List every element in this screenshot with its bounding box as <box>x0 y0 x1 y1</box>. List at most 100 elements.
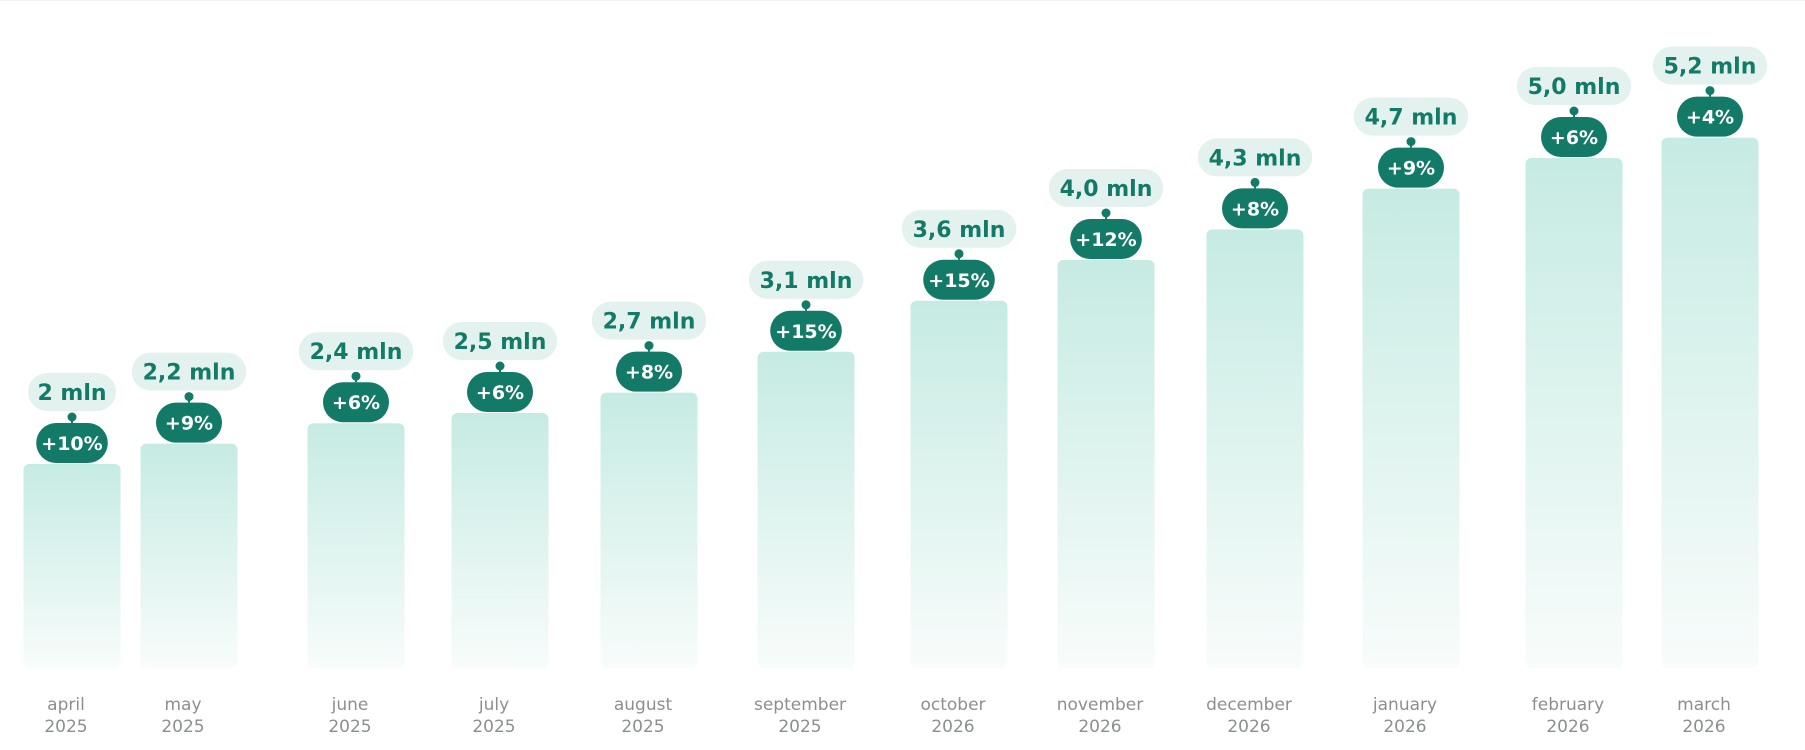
value-pill <box>1197 138 1313 177</box>
x-axis: april2025may2025june2025july2025august20… <box>44 695 1730 737</box>
value-pill <box>1353 97 1469 136</box>
growth-badge <box>36 423 108 463</box>
growth-badge <box>616 351 682 392</box>
value-pill <box>1516 67 1632 105</box>
growth-badge <box>1378 147 1444 188</box>
connector-dot <box>351 371 361 381</box>
tick-label-month: december <box>1206 695 1292 715</box>
growth-badge-label: +10% <box>41 433 102 455</box>
growth-badge <box>1070 219 1142 259</box>
growth-badge <box>1222 188 1288 229</box>
tick-label-year: 2025 <box>44 717 87 737</box>
tick-label-month: january <box>1372 695 1437 715</box>
value-label: 4,7 mln <box>1365 106 1458 131</box>
tick-label-month: march <box>1677 695 1731 715</box>
tick-label-month: november <box>1057 695 1144 715</box>
growth-badges-group: +10% +9% +6% +6% +8% +15% +15% +12% +8% +9% +6% +4% <box>36 96 1743 463</box>
tick-label-year: 2026 <box>931 717 974 737</box>
value-label: 4,0 mln <box>1060 177 1153 202</box>
value-pill <box>131 352 247 391</box>
bar-july <box>451 413 549 668</box>
value-pill <box>591 301 707 340</box>
connector-dot <box>1406 137 1416 147</box>
tick-label-year: 2026 <box>1227 717 1270 737</box>
growth-badge-label: +9% <box>1387 158 1435 180</box>
value-label: 2,2 mln <box>143 361 236 386</box>
connector-dot <box>1705 86 1715 96</box>
growth-badge <box>323 382 389 423</box>
value-pill <box>1048 169 1164 207</box>
connector-dot <box>1101 208 1111 218</box>
growth-badge <box>1677 96 1743 137</box>
connectors-group <box>67 86 1715 423</box>
growth-badge <box>467 372 533 412</box>
growth-badge-label: +6% <box>476 382 524 404</box>
connector-dot <box>644 341 654 351</box>
tick-label-month: september <box>754 695 846 715</box>
tick-label-year: 2026 <box>1546 717 1589 737</box>
value-pill <box>298 332 414 371</box>
value-label: 2 mln <box>37 381 106 406</box>
value-pill <box>1652 46 1768 85</box>
bar-april <box>23 464 121 668</box>
connector-dot <box>67 412 77 422</box>
growth-badge-label: +6% <box>332 392 380 414</box>
value-label: 5,0 mln <box>1528 75 1621 100</box>
tick-label-year: 2026 <box>1682 717 1725 737</box>
growth-badge-label: +8% <box>1231 198 1279 220</box>
growth-badge-label: +15% <box>775 321 836 343</box>
value-label: 2,5 mln <box>454 330 547 355</box>
value-pill <box>901 209 1017 248</box>
tick-label-month: august <box>614 695 673 715</box>
tick-label-month: february <box>1532 695 1604 715</box>
bar-february <box>1525 158 1623 668</box>
bar-march <box>1661 137 1759 669</box>
growth-badge-label: +12% <box>1075 229 1136 251</box>
growth-badge-label: +8% <box>625 362 673 384</box>
tick-label-month: july <box>478 695 509 715</box>
bar-january <box>1362 188 1460 668</box>
value-label: 2,7 mln <box>603 310 696 335</box>
bar-november <box>1057 260 1155 668</box>
growth-badge <box>770 310 842 351</box>
tick-label-month: june <box>331 695 369 715</box>
bars-group <box>23 137 1759 669</box>
growth-badge-label: +9% <box>165 413 213 435</box>
tick-label-year: 2026 <box>1078 717 1121 737</box>
bar-september <box>757 351 855 668</box>
value-label: 5,2 mln <box>1664 55 1757 80</box>
value-labels-group: 2 mln 2,2 mln 2,4 mln 2,5 mln 2,7 mln 3,1 mln… <box>28 46 1768 411</box>
bar-december <box>1206 229 1304 668</box>
value-label: 3,1 mln <box>760 269 853 294</box>
connector-dot <box>801 300 811 310</box>
tick-label-year: 2025 <box>328 717 371 737</box>
connector-dot <box>954 249 964 259</box>
tick-label-year: 2025 <box>472 717 515 737</box>
bar-may <box>140 443 238 668</box>
growth-badge-label: +4% <box>1686 107 1734 129</box>
tick-label-month: may <box>164 695 201 715</box>
tick-label-year: 2025 <box>621 717 664 737</box>
value-label: 3,6 mln <box>913 218 1006 243</box>
value-pill <box>748 260 864 299</box>
connector-dot <box>184 392 194 402</box>
growth-badge <box>156 402 222 443</box>
connector-dot <box>1569 106 1579 116</box>
connector-dot <box>1250 177 1260 187</box>
connector-dot <box>495 361 505 371</box>
tick-label-year: 2025 <box>161 717 204 737</box>
growth-badge <box>923 259 995 300</box>
growth-badge-label: +15% <box>928 270 989 292</box>
bar-june <box>307 423 405 668</box>
growth-badge-label: +6% <box>1550 127 1598 149</box>
tick-label-month: october <box>920 695 985 715</box>
bar-october <box>910 300 1008 668</box>
value-pill <box>28 373 116 411</box>
tick-label-year: 2025 <box>778 717 821 737</box>
value-pill <box>442 322 558 360</box>
value-label: 2,4 mln <box>310 340 403 365</box>
growth-badge <box>1541 117 1607 157</box>
bar-august <box>600 392 698 668</box>
tick-label-month: april <box>47 695 85 715</box>
